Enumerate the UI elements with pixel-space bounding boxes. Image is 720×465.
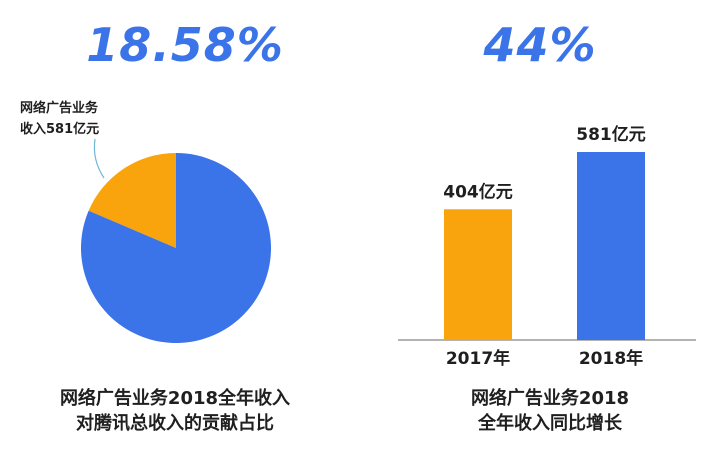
bar-chart: 404亿元 2017年 581亿元 2018年	[443, 124, 646, 369]
pie-annotation-line-2: 收入581亿元	[20, 122, 100, 137]
pie-caption-line-2: 对腾讯总收入的贡献占比	[76, 413, 274, 434]
pie-chart	[81, 153, 272, 344]
bar-caption-line-1: 网络广告业务2018	[470, 388, 630, 409]
pie-annotation-line-1: 网络广告业务	[20, 101, 99, 116]
bar-headline-growth: 44%	[483, 18, 597, 72]
bar-2	[577, 152, 645, 340]
pie-slice-1	[88, 153, 176, 248]
bar-caption: 网络广告业务2018 全年收入同比增长	[400, 386, 700, 436]
bar-caption-line-2: 全年收入同比增长	[478, 413, 622, 434]
pie-leader-line	[93, 138, 105, 179]
pie-caption-line-1: 网络广告业务2018全年收入	[59, 388, 291, 409]
bar-category-label-2: 2018年	[579, 348, 643, 369]
bar-data-label-2: 581亿元	[576, 124, 646, 145]
bar-category-label-1: 2017年	[446, 348, 510, 369]
bar-1	[444, 209, 512, 340]
pie-slice-2	[81, 153, 272, 344]
pie-annotation: 网络广告业务 收入581亿元	[20, 98, 99, 140]
bar-data-label-1: 404亿元	[443, 181, 513, 202]
pie-headline-percentage: 18.58%	[86, 18, 284, 72]
pie-caption: 网络广告业务2018全年收入 对腾讯总收入的贡献占比	[25, 386, 325, 436]
